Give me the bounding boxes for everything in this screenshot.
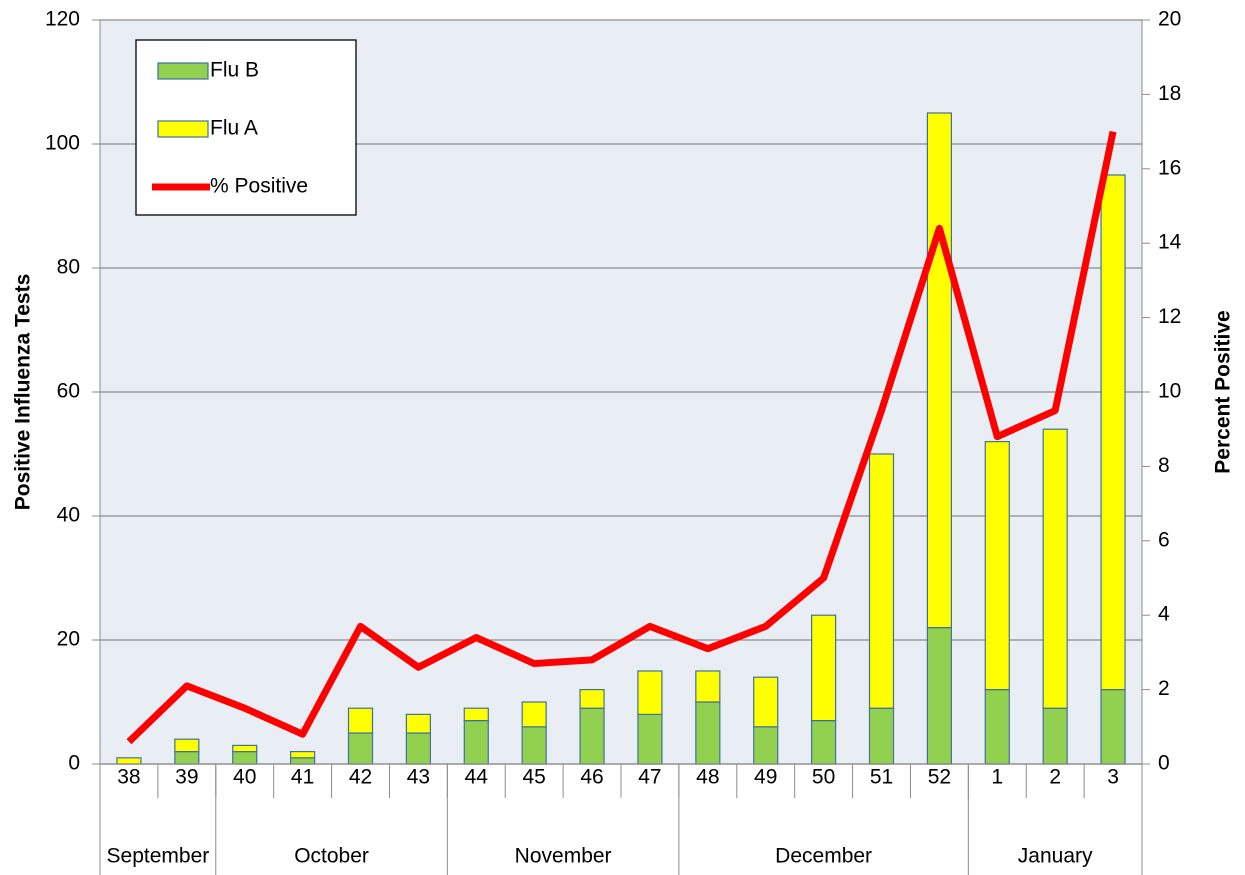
y2-axis-title: Percent Positive: [1212, 310, 1235, 473]
y-tick-label: 20: [57, 628, 80, 651]
bar: [347, 707, 374, 734]
bar: [347, 732, 374, 765]
bar: [868, 453, 895, 709]
bar: [174, 750, 200, 765]
line: [126, 130, 1117, 745]
bar: [1100, 688, 1126, 765]
x-tick-label: 43: [407, 766, 430, 789]
y2-tick-label: 6: [1158, 528, 1170, 551]
y2-tick-label: 8: [1158, 454, 1170, 477]
legend-label: Flu B: [210, 59, 259, 82]
y2-tick-label: 12: [1158, 305, 1181, 328]
bar: [753, 726, 779, 765]
y-tick-label: 100: [45, 132, 80, 155]
bar: [637, 670, 663, 716]
group-label: December: [775, 845, 872, 868]
group-label: September: [107, 845, 210, 868]
bar: [463, 707, 489, 722]
y2-tick-label: 18: [1158, 82, 1181, 105]
bar: [868, 707, 895, 765]
bar: [116, 757, 142, 765]
x-tick-label: 1: [991, 766, 1003, 789]
x-tick-label: 51: [870, 766, 893, 789]
bar: [695, 701, 721, 765]
x-tick-label: 46: [580, 766, 603, 789]
y-axis-title: Positive Influenza Tests: [12, 274, 35, 511]
bar: [1100, 174, 1126, 691]
y-tick-label: 40: [57, 504, 80, 527]
x-tick-label: 50: [812, 766, 835, 789]
bar: [811, 719, 837, 765]
bar: [290, 750, 316, 759]
y2-tick-label: 14: [1158, 231, 1182, 254]
x-tick-label: 45: [522, 766, 545, 789]
bar: [405, 713, 431, 734]
y-tick-label: 0: [68, 752, 80, 775]
bar: [926, 112, 952, 629]
legend-swatch: [157, 62, 209, 80]
x-tick-label: 39: [175, 766, 198, 789]
x-tick-label: 48: [696, 766, 719, 789]
x-tick-label: 49: [754, 766, 777, 789]
bar: [174, 738, 200, 753]
bar: [926, 626, 952, 765]
bar: [463, 719, 489, 765]
x-tick-label: 44: [465, 766, 489, 789]
bar: [811, 614, 837, 722]
x-tick-label: 38: [117, 766, 140, 789]
bar: [232, 750, 258, 765]
y2-tick-label: 16: [1158, 156, 1181, 179]
bar: [695, 670, 721, 703]
group-label: November: [515, 845, 612, 868]
x-tick-label: 52: [928, 766, 951, 789]
bar: [753, 676, 779, 728]
x-tick-label: 42: [349, 766, 372, 789]
bar: [579, 688, 605, 709]
bar: [290, 757, 316, 765]
y-tick-label: 80: [57, 256, 80, 279]
bar: [637, 713, 663, 765]
y2-tick-label: 20: [1158, 8, 1181, 31]
x-tick-label: 3: [1107, 766, 1119, 789]
bar: [579, 707, 605, 765]
x-tick-label: 40: [233, 766, 256, 789]
y2-tick-label: 0: [1158, 752, 1170, 775]
legend-swatch: [157, 120, 209, 138]
x-tick-label: 2: [1049, 766, 1061, 789]
legend-label: Flu A: [210, 117, 258, 140]
bar: [405, 732, 431, 765]
bar: [984, 688, 1010, 765]
y2-tick-label: 4: [1158, 603, 1170, 626]
group-label: January: [1018, 845, 1093, 868]
bar: [521, 726, 547, 765]
y-tick-label: 60: [57, 380, 80, 403]
legend-label: % Positive: [210, 175, 308, 198]
bar: [1042, 428, 1068, 709]
x-tick-label: 47: [638, 766, 661, 789]
y2-tick-label: 10: [1158, 380, 1181, 403]
group-label: October: [294, 845, 369, 868]
bar: [1042, 707, 1068, 765]
bar: [521, 701, 547, 728]
bar: [232, 744, 258, 753]
y2-tick-label: 2: [1158, 677, 1170, 700]
bar: [984, 441, 1010, 691]
x-tick-label: 41: [291, 766, 314, 789]
y-tick-label: 120: [45, 8, 80, 31]
